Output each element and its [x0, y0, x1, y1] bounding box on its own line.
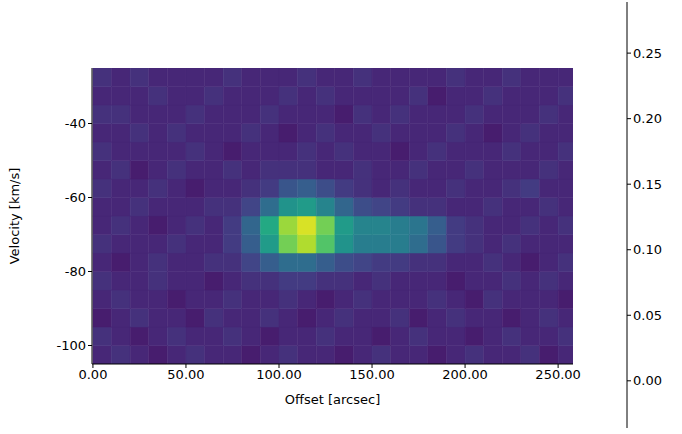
svg-text:0.10: 0.10	[633, 242, 662, 257]
svg-text:-100: -100	[56, 338, 86, 353]
svg-text:250.00: 250.00	[535, 367, 581, 382]
svg-text:100.00: 100.00	[256, 367, 302, 382]
svg-text:0.00: 0.00	[633, 373, 662, 388]
svg-text:-80: -80	[65, 264, 86, 279]
svg-text:Velocity [km/s]: Velocity [km/s]	[7, 168, 22, 265]
svg-text:50.00: 50.00	[167, 367, 204, 382]
svg-text:0.15: 0.15	[633, 177, 662, 192]
svg-text:-40: -40	[65, 116, 86, 131]
svg-text:Offset [arcsec]: Offset [arcsec]	[285, 392, 380, 407]
svg-text:150.00: 150.00	[349, 367, 395, 382]
svg-text:0.00: 0.00	[78, 367, 107, 382]
svg-text:0.20: 0.20	[633, 111, 662, 126]
svg-text:0.05: 0.05	[633, 308, 662, 323]
svg-text:200.00: 200.00	[442, 367, 488, 382]
svg-text:-60: -60	[65, 190, 86, 205]
svg-text:0.25: 0.25	[633, 46, 662, 61]
